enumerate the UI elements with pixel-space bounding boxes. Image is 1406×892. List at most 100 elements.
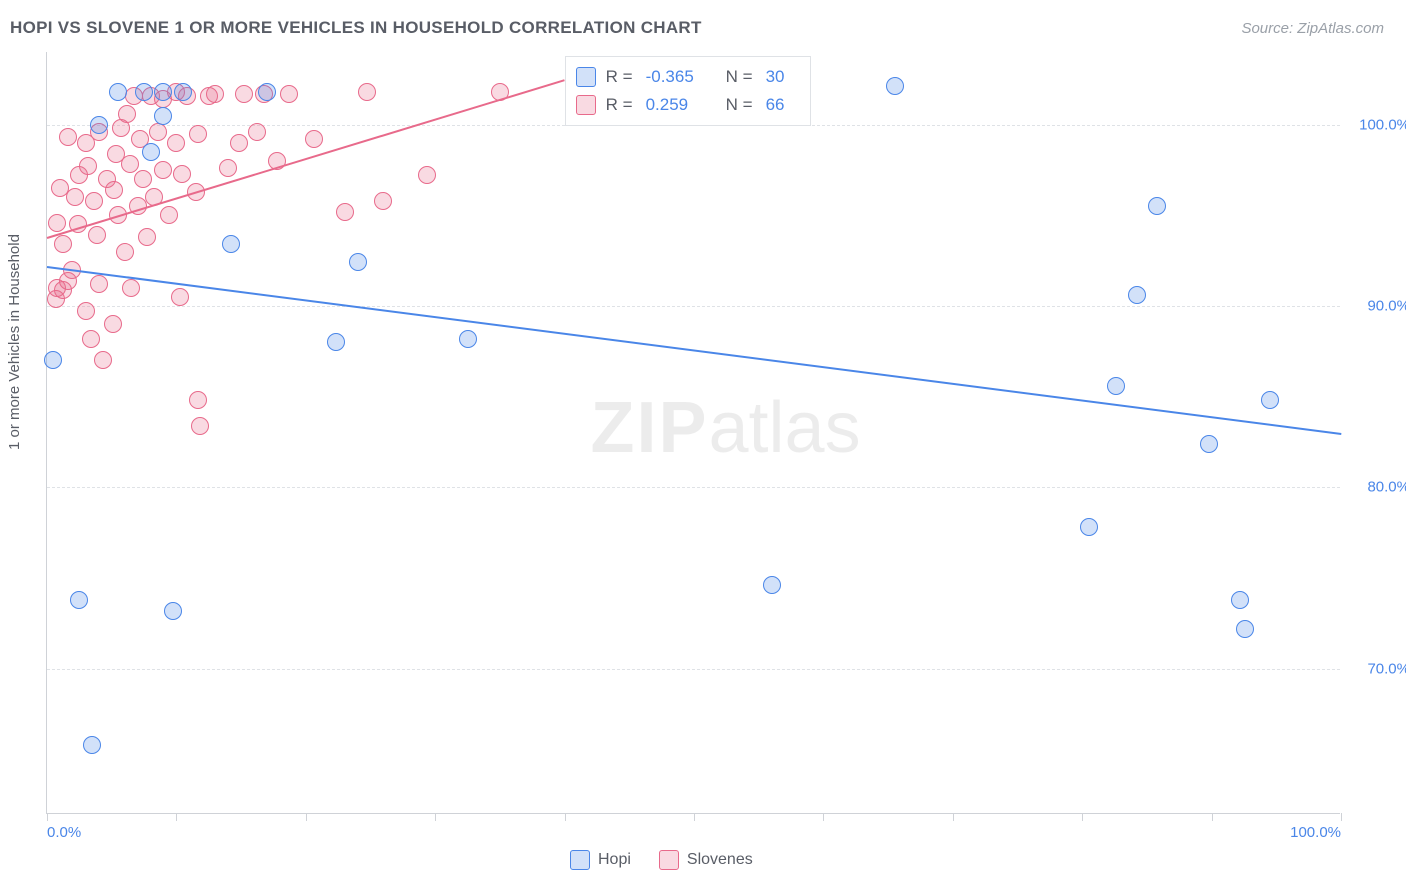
- x-tick: [823, 813, 824, 821]
- r-value-hopi: -0.365: [646, 63, 716, 91]
- plot-area: ZIPatlas R = -0.365 N = 30 R = 0.259 N =…: [46, 52, 1340, 814]
- data-point: [90, 116, 108, 134]
- data-point: [1107, 377, 1125, 395]
- y-tick-label: 80.0%: [1350, 479, 1406, 496]
- watermark-atlas: atlas: [708, 388, 860, 468]
- n-label: N =: [726, 91, 756, 119]
- gridline: [47, 306, 1340, 307]
- data-point: [230, 134, 248, 152]
- data-point: [94, 351, 112, 369]
- data-point: [149, 123, 167, 141]
- series-legend: Hopi Slovenes: [570, 850, 753, 870]
- data-point: [54, 235, 72, 253]
- x-tick: [953, 813, 954, 821]
- data-point: [1200, 435, 1218, 453]
- legend-item-slovenes: Slovenes: [659, 850, 753, 870]
- data-point: [104, 315, 122, 333]
- legend-item-hopi: Hopi: [570, 850, 631, 870]
- gridline: [47, 125, 1340, 126]
- chart-container: HOPI VS SLOVENE 1 OR MORE VEHICLES IN HO…: [0, 0, 1406, 892]
- data-point: [349, 253, 367, 271]
- data-point: [206, 85, 224, 103]
- legend-swatch-slovenes: [659, 850, 679, 870]
- data-point: [191, 417, 209, 435]
- stats-row-slovenes: R = 0.259 N = 66: [576, 91, 796, 119]
- r-label: R =: [606, 91, 636, 119]
- x-tick: [1341, 813, 1342, 821]
- data-point: [90, 275, 108, 293]
- data-point: [109, 83, 127, 101]
- x-tick: [1082, 813, 1083, 821]
- data-point: [305, 130, 323, 148]
- data-point: [135, 83, 153, 101]
- data-point: [327, 333, 345, 351]
- data-point: [418, 166, 436, 184]
- trend-line: [47, 266, 1341, 435]
- data-point: [83, 736, 101, 754]
- data-point: [189, 125, 207, 143]
- data-point: [59, 128, 77, 146]
- swatch-hopi: [576, 67, 596, 87]
- data-point: [174, 83, 192, 101]
- data-point: [763, 576, 781, 594]
- data-point: [70, 591, 88, 609]
- x-tick: [435, 813, 436, 821]
- gridline: [47, 669, 1340, 670]
- x-tick: [565, 813, 566, 821]
- data-point: [173, 165, 191, 183]
- x-tick: [694, 813, 695, 821]
- legend-swatch-hopi: [570, 850, 590, 870]
- n-label: N =: [726, 63, 756, 91]
- data-point: [79, 157, 97, 175]
- watermark-zip: ZIP: [590, 388, 708, 468]
- data-point: [248, 123, 266, 141]
- data-point: [82, 330, 100, 348]
- stats-legend-box: R = -0.365 N = 30 R = 0.259 N = 66: [565, 56, 811, 126]
- data-point: [280, 85, 298, 103]
- chart-title: HOPI VS SLOVENE 1 OR MORE VEHICLES IN HO…: [10, 18, 702, 38]
- data-point: [164, 602, 182, 620]
- data-point: [1080, 518, 1098, 536]
- data-point: [1261, 391, 1279, 409]
- data-point: [336, 203, 354, 221]
- data-point: [374, 192, 392, 210]
- r-label: R =: [606, 63, 636, 91]
- data-point: [134, 170, 152, 188]
- n-value-hopi: 30: [766, 63, 796, 91]
- data-point: [138, 228, 156, 246]
- y-tick-label: 90.0%: [1350, 298, 1406, 315]
- data-point: [1231, 591, 1249, 609]
- data-point: [154, 107, 172, 125]
- source-label: Source: ZipAtlas.com: [1241, 20, 1384, 37]
- stats-row-hopi: R = -0.365 N = 30: [576, 63, 796, 91]
- data-point: [171, 288, 189, 306]
- y-axis-label: 1 or more Vehicles in Household: [6, 234, 23, 450]
- data-point: [1148, 197, 1166, 215]
- x-tick: [306, 813, 307, 821]
- data-point: [1128, 286, 1146, 304]
- data-point: [154, 83, 172, 101]
- x-tick: [1212, 813, 1213, 821]
- data-point: [44, 351, 62, 369]
- data-point: [222, 235, 240, 253]
- data-point: [459, 330, 477, 348]
- data-point: [121, 155, 139, 173]
- data-point: [66, 188, 84, 206]
- data-point: [167, 134, 185, 152]
- data-point: [118, 105, 136, 123]
- r-value-slovenes: 0.259: [646, 91, 716, 119]
- x-tick-label: 0.0%: [47, 824, 81, 841]
- x-tick: [47, 813, 48, 821]
- y-tick-label: 100.0%: [1350, 116, 1406, 133]
- x-tick: [176, 813, 177, 821]
- data-point: [48, 214, 66, 232]
- data-point: [189, 391, 207, 409]
- data-point: [85, 192, 103, 210]
- data-point: [219, 159, 237, 177]
- data-point: [358, 83, 376, 101]
- legend-label-slovenes: Slovenes: [687, 851, 753, 869]
- n-value-slovenes: 66: [766, 91, 796, 119]
- data-point: [116, 243, 134, 261]
- x-tick-label: 100.0%: [1290, 824, 1341, 841]
- watermark: ZIPatlas: [590, 387, 860, 469]
